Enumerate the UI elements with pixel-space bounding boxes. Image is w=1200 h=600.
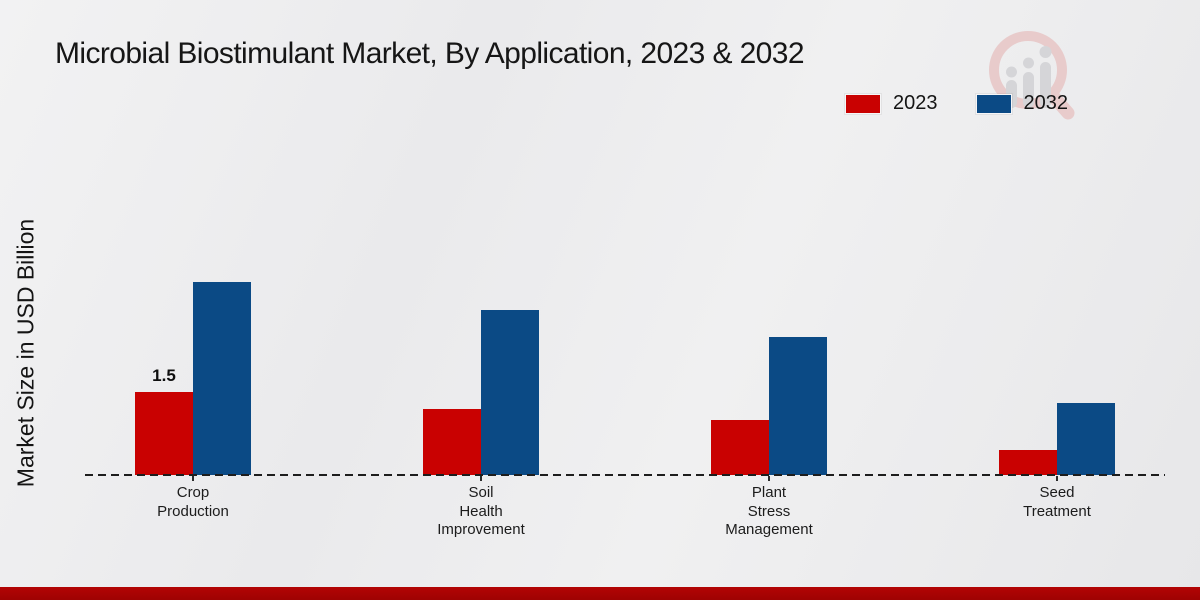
bar-2032-seed-treatment bbox=[1057, 403, 1115, 475]
category-label-seed-treatment: Seed Treatment bbox=[1023, 484, 1091, 520]
logo-dot-small bbox=[1006, 66, 1017, 78]
logo-bar-medium bbox=[1023, 72, 1034, 108]
bar-2023-soil-health-improvement bbox=[423, 409, 481, 475]
bar-2023-plant-stress-management bbox=[711, 420, 769, 475]
category-label-crop-production: Crop Production bbox=[157, 484, 229, 520]
category-label-plant-stress-management: Plant Stress Management bbox=[725, 484, 813, 538]
logo-dot-tall bbox=[1039, 46, 1052, 58]
logo-dot-medium bbox=[1023, 57, 1034, 69]
logo-bar-tall bbox=[1040, 62, 1051, 108]
chart-title: Microbial Biostimulant Market, By Applic… bbox=[55, 37, 805, 70]
legend-item-2023: 2023 bbox=[845, 92, 938, 115]
x-axis-tick-seed-treatment bbox=[1056, 476, 1058, 481]
legend-label: 2032 bbox=[1023, 92, 1069, 114]
bar-2032-crop-production bbox=[193, 282, 251, 475]
x-axis-tick-crop-production bbox=[192, 476, 194, 481]
legend: 2023 2032 bbox=[845, 92, 1068, 115]
value-label-2023-crop-production: 1.5 bbox=[152, 366, 176, 385]
legend-item-2032: 2032 bbox=[975, 92, 1069, 115]
magnifier-handle bbox=[1046, 89, 1075, 120]
x-axis-dashed-line bbox=[85, 474, 1165, 476]
legend-label: 2023 bbox=[893, 92, 938, 114]
category-label-soil-health-improvement: Soil Health Improvement bbox=[437, 484, 525, 538]
bar-2023-seed-treatment bbox=[999, 450, 1057, 475]
legend-swatch bbox=[845, 93, 881, 114]
bar-2032-plant-stress-management bbox=[769, 337, 827, 475]
x-axis-tick-plant-stress-management bbox=[768, 476, 770, 481]
footer-accent-bar bbox=[0, 587, 1200, 600]
magnifier-bar-chart-logo-icon bbox=[989, 31, 1075, 120]
legend-swatch bbox=[975, 93, 1012, 114]
bar-2023-crop-production bbox=[135, 392, 193, 475]
bar-2032-soil-health-improvement bbox=[481, 310, 539, 475]
x-axis-tick-soil-health-improvement bbox=[480, 476, 482, 481]
